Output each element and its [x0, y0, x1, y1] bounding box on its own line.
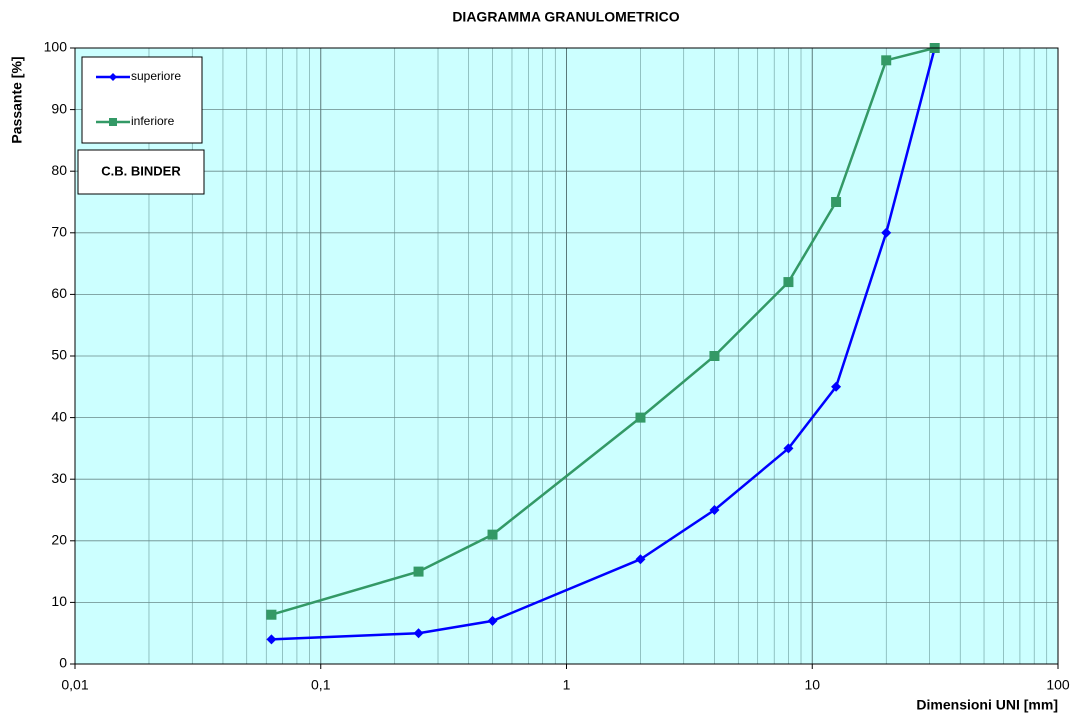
point — [266, 609, 277, 620]
point — [831, 197, 842, 207]
legend-label: inferiore — [131, 114, 175, 128]
y-tick-label: 30 — [51, 470, 67, 486]
y-tick-label: 80 — [51, 162, 67, 178]
x-tick-label: 0,1 — [311, 677, 331, 693]
point — [413, 628, 424, 639]
x-tick-label: 0,01 — [61, 677, 88, 693]
y-tick-label: 0 — [59, 655, 67, 671]
annotation: C.B. BINDER — [101, 163, 181, 178]
chart-title: DIAGRAMMA GRANULOMETRICO — [452, 9, 679, 25]
point — [709, 505, 720, 515]
point — [881, 55, 892, 66]
point — [783, 443, 794, 454]
point — [635, 554, 646, 565]
point — [709, 351, 720, 361]
y-tick-label: 20 — [51, 532, 67, 548]
x-tick-label: 1 — [563, 677, 571, 693]
annotation-box — [77, 149, 205, 195]
y-tick-label: 60 — [51, 285, 67, 301]
point — [487, 529, 498, 540]
series-group — [266, 43, 940, 645]
y-axis-label: Passante [%] — [9, 56, 25, 143]
y-tick-label: 10 — [51, 593, 67, 609]
y-tick-label: 40 — [51, 408, 67, 424]
point — [487, 615, 498, 626]
y-tick-label: 70 — [51, 224, 67, 240]
x-axis-label: Dimensioni UNI [mm] — [916, 697, 1058, 713]
y-tick-label: 100 — [44, 39, 68, 55]
point — [831, 381, 842, 392]
legend-box — [81, 56, 203, 144]
point — [783, 277, 794, 288]
x-tick-label: 100 — [1046, 677, 1070, 693]
legend-label: superiore — [131, 69, 181, 83]
point — [635, 412, 646, 423]
point — [266, 634, 277, 645]
y-tick-label: 90 — [51, 100, 67, 116]
point — [881, 227, 892, 238]
point — [413, 566, 424, 577]
legend-marker — [109, 73, 117, 81]
legend-marker — [109, 118, 117, 126]
y-tick-label: 50 — [51, 347, 67, 363]
x-tick-label: 10 — [804, 677, 820, 693]
